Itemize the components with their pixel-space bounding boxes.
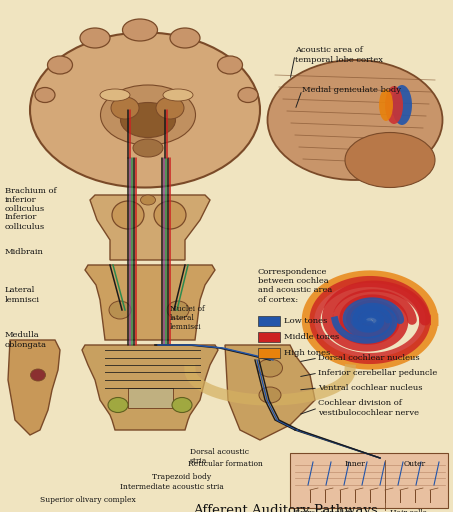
- Text: Afferent Auditory Pathways: Afferent Auditory Pathways: [193, 504, 378, 512]
- Text: Correspondence
between cochlea
and acoustic area
of cortex:: Correspondence between cochlea and acous…: [258, 268, 332, 304]
- Text: Ventral cochlear nucleus: Ventral cochlear nucleus: [318, 384, 423, 392]
- Ellipse shape: [392, 85, 412, 125]
- Ellipse shape: [379, 89, 393, 121]
- Text: Spiral ganglion: Spiral ganglion: [295, 509, 353, 512]
- Ellipse shape: [100, 89, 130, 101]
- Text: Medulla
oblongata: Medulla oblongata: [5, 331, 47, 349]
- Ellipse shape: [217, 56, 242, 74]
- Polygon shape: [82, 345, 218, 430]
- Ellipse shape: [122, 19, 158, 41]
- Ellipse shape: [133, 139, 163, 157]
- Ellipse shape: [120, 102, 175, 138]
- Ellipse shape: [238, 88, 258, 102]
- Text: Reticular formation: Reticular formation: [188, 460, 263, 468]
- Text: Dorsal cochlear nucleus: Dorsal cochlear nucleus: [318, 354, 419, 362]
- FancyBboxPatch shape: [128, 388, 173, 408]
- Polygon shape: [8, 340, 60, 435]
- Ellipse shape: [30, 369, 45, 381]
- Text: Middle tones: Middle tones: [284, 333, 339, 341]
- Ellipse shape: [140, 195, 155, 205]
- Text: Inferior cerebellar peduncle: Inferior cerebellar peduncle: [318, 369, 437, 377]
- Text: Superior olivary complex: Superior olivary complex: [40, 496, 136, 504]
- Text: Inner: Inner: [345, 460, 366, 468]
- Text: Outer: Outer: [404, 460, 426, 468]
- Text: Cochlear division of
vestibulocochlear nerve: Cochlear division of vestibulocochlear n…: [318, 399, 419, 417]
- Text: Low tones: Low tones: [284, 317, 327, 325]
- Text: Dorsal acoustic
stria: Dorsal acoustic stria: [190, 448, 249, 465]
- Ellipse shape: [257, 359, 283, 377]
- Ellipse shape: [80, 28, 110, 48]
- Ellipse shape: [48, 56, 72, 74]
- Ellipse shape: [108, 397, 128, 413]
- Ellipse shape: [163, 89, 193, 101]
- Text: Brachium of
inferior
colliculus: Brachium of inferior colliculus: [5, 187, 57, 213]
- Text: Lateral
lemnisci: Lateral lemnisci: [5, 286, 40, 304]
- Ellipse shape: [345, 133, 435, 187]
- Text: Trapezoid body: Trapezoid body: [152, 473, 211, 481]
- Ellipse shape: [112, 201, 144, 229]
- Text: High tones: High tones: [284, 349, 330, 357]
- Polygon shape: [85, 265, 215, 340]
- Polygon shape: [90, 195, 210, 260]
- Ellipse shape: [268, 60, 443, 180]
- Ellipse shape: [259, 387, 281, 403]
- Ellipse shape: [30, 32, 260, 187]
- FancyBboxPatch shape: [290, 453, 448, 508]
- Text: Nuclei of
lateral
lemnisci: Nuclei of lateral lemnisci: [170, 305, 205, 331]
- Ellipse shape: [385, 86, 403, 124]
- Text: Midbrain: Midbrain: [5, 248, 44, 256]
- Text: Medial geniculate body: Medial geniculate body: [302, 86, 401, 94]
- Ellipse shape: [111, 97, 139, 119]
- Ellipse shape: [172, 397, 192, 413]
- Ellipse shape: [167, 301, 189, 319]
- FancyBboxPatch shape: [258, 348, 280, 358]
- Polygon shape: [225, 345, 315, 440]
- Ellipse shape: [109, 301, 131, 319]
- FancyBboxPatch shape: [258, 316, 280, 326]
- Ellipse shape: [154, 201, 186, 229]
- Ellipse shape: [170, 28, 200, 48]
- Ellipse shape: [156, 97, 184, 119]
- Ellipse shape: [101, 85, 196, 145]
- Text: Acoustic area of
temporal lobe cortex: Acoustic area of temporal lobe cortex: [295, 47, 383, 63]
- Text: Hair cells: Hair cells: [390, 509, 427, 512]
- FancyBboxPatch shape: [258, 332, 280, 342]
- Text: Inferior
colliculus: Inferior colliculus: [5, 214, 45, 230]
- Ellipse shape: [35, 88, 55, 102]
- Text: Intermediate acoustic stria: Intermediate acoustic stria: [120, 483, 224, 491]
